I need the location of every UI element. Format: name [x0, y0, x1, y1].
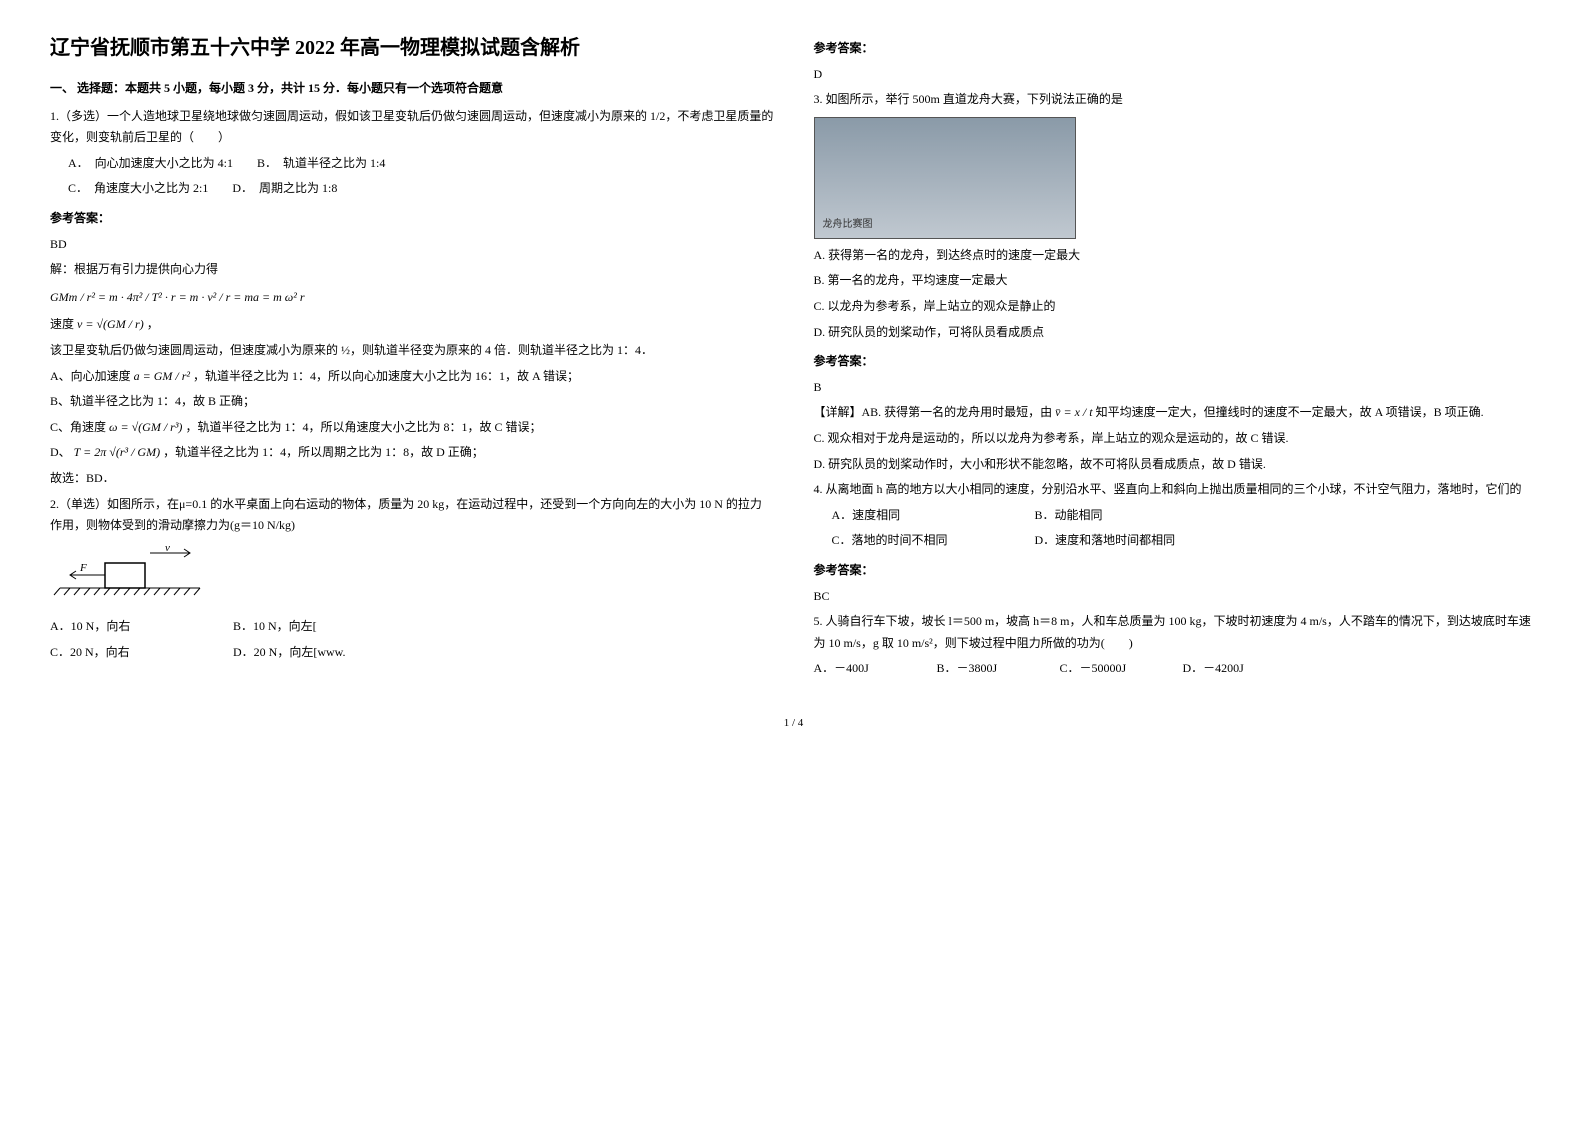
block-on-surface-icon: F v: [50, 543, 210, 603]
q1-stem: 1.（多选）一个人造地球卫星绕地球做匀速圆周运动，假如该卫星变轨后仍做匀速圆周运…: [50, 106, 774, 149]
q4-opts-row1: A．速度相同 B．动能相同: [832, 505, 1538, 527]
q2-answer-label: 参考答案：: [814, 38, 1538, 60]
q3-opt-d: D. 研究队员的划桨动作，可将队员看成质点: [814, 322, 1538, 344]
q1-answer: BD: [50, 234, 774, 256]
q1-a-exp: A、向心加速度 a = GM / r² ，轨道半径之比为 1：4，所以向心加速度…: [50, 366, 774, 388]
q1-exp3: 该卫星变轨后仍做匀速圆周运动，但速度减小为原来的 ½，则轨道半径变为原来的 4 …: [50, 340, 774, 362]
q5-opt-a: A．－400J: [814, 658, 934, 680]
q5-opt-d: D．－4200J: [1183, 661, 1244, 675]
q2-diagram: F v: [50, 543, 774, 611]
doc-title: 辽宁省抚顺市第五十六中学 2022 年高一物理模拟试题含解析: [50, 30, 774, 66]
q1-a-exp-a: A、向心加速度: [50, 369, 131, 383]
q1-formula1: GMm / r² = m · 4π² / T² · r = m · v² / r…: [50, 287, 774, 309]
q4-opt-d: D．速度和落地时间都相同: [1035, 533, 1176, 547]
q1-exp2: 速度 v = √(GM / r) ，: [50, 314, 774, 336]
q3-stem: 3. 如图所示，举行 500m 直道龙舟大赛，下列说法正确的是: [814, 89, 1538, 111]
q2-opt-d: D．20 N，向左[www.: [233, 645, 346, 659]
q2-label-f: F: [79, 562, 87, 574]
q1-c-exp: C、角速度 ω = √(GM / r³) ，轨道半径之比为 1：4，所以角速度大…: [50, 417, 774, 439]
q3-opt-b: B. 第一名的龙舟，平均速度一定最大: [814, 270, 1538, 292]
q4-stem: 4. 从离地面 h 高的地方以大小相同的速度，分别沿水平、竖直向上和斜向上抛出质…: [814, 479, 1538, 501]
dragon-boat-image: [814, 117, 1076, 239]
q1-b-exp: B、轨道半径之比为 1：4，故 B 正确；: [50, 391, 774, 413]
q4-answer: BC: [814, 586, 1538, 608]
q1-c-exp-b: ，轨道半径之比为 1：4，所以角速度大小之比为 8：1，故 C 错误；: [185, 420, 541, 434]
q1-formula2: v = √(GM / r): [77, 317, 144, 331]
q5-opt-c: C．－50000J: [1060, 658, 1180, 680]
q4-opt-a: A．速度相同: [832, 505, 1032, 527]
q3-exp1a: 【详解】AB. 获得第一名的龙舟用时最短，由: [814, 405, 1053, 419]
q3-answer-label: 参考答案：: [814, 351, 1538, 373]
q2-opt-b: B．10 N，向左[: [233, 619, 317, 633]
q4-answer-label: 参考答案：: [814, 560, 1538, 582]
q3-exp1: 【详解】AB. 获得第一名的龙舟用时最短，由 v̄ = x / t 知平均速度一…: [814, 402, 1538, 424]
q1-answer-label: 参考答案：: [50, 208, 774, 230]
q3-opt-a: A. 获得第一名的龙舟，到达终点时的速度一定最大: [814, 245, 1538, 267]
q2-opt-c: C．20 N，向右: [50, 642, 230, 664]
q1-opt-c: C． 角速度大小之比为 2:1 D． 周期之比为 1:8: [68, 178, 774, 200]
q2-answer: D: [814, 64, 1538, 86]
q3-opt-c: C. 以龙舟为参考系，岸上站立的观众是静止的: [814, 296, 1538, 318]
page-number: 1 / 4: [50, 714, 1537, 734]
q5-opt-b: B．－3800J: [937, 658, 1057, 680]
q5-opts: A．－400J B．－3800J C．－50000J D．－4200J: [814, 658, 1538, 680]
section-a-head: 一、 选择题：本题共 5 小题，每小题 3 分，共计 15 分．每小题只有一个选…: [50, 78, 774, 100]
q1-a-exp-f: a = GM / r²: [134, 369, 190, 383]
q3-exp1b: 知平均速度一定大，但撞线时的速度不一定最大，故 A 项错误，B 项正确.: [1096, 405, 1484, 419]
q2-opt-a: A．10 N，向右: [50, 616, 230, 638]
left-column: 辽宁省抚顺市第五十六中学 2022 年高一物理模拟试题含解析 一、 选择题：本题…: [50, 30, 774, 684]
q2-opts-row2: C．20 N，向右 D．20 N，向左[www.: [50, 642, 774, 664]
q1-a-exp-b: ，轨道半径之比为 1：4，所以向心加速度大小之比为 16：1，故 A 错误；: [193, 369, 579, 383]
q3-answer: B: [814, 377, 1538, 399]
q2-opts-row1: A．10 N，向右 B．10 N，向左[: [50, 616, 774, 638]
q2-stem: 2.（单选）如图所示，在μ=0.1 的水平桌面上向右运动的物体，质量为 20 k…: [50, 494, 774, 537]
q3-exp2: C. 观众相对于龙舟是运动的，所以以龙舟为参考系，岸上站立的观众是运动的，故 C…: [814, 428, 1538, 450]
q1-final: 故选：BD．: [50, 468, 774, 490]
right-column: 参考答案： D 3. 如图所示，举行 500m 直道龙舟大赛，下列说法正确的是 …: [814, 30, 1538, 684]
q5-stem: 5. 人骑自行车下坡，坡长 l＝500 m，坡高 h＝8 m，人和车总质量为 1…: [814, 611, 1538, 654]
q4-opt-c: C．落地的时间不相同: [832, 530, 1032, 552]
q1-d-exp: D、 T = 2π √(r³ / GM) ，轨道半径之比为 1：4，所以周期之比…: [50, 442, 774, 464]
q1-opt-a: A． 向心加速度大小之比为 4:1 B． 轨道半径之比为 1:4: [68, 153, 774, 175]
q4-opts-row2: C．落地的时间不相同 D．速度和落地时间都相同: [832, 530, 1538, 552]
q1-d-exp-a: D、: [50, 445, 71, 459]
q3-exp3: D. 研究队员的划桨动作时，大小和形状不能忽略，故不可将队员看成质点，故 D 错…: [814, 454, 1538, 476]
q1-d-exp-b: ，轨道半径之比为 1：4，所以周期之比为 1：8，故 D 正确；: [163, 445, 484, 459]
q1-exp2b: ，: [147, 317, 159, 331]
q1-exp2a: 速度: [50, 317, 74, 331]
q1-exp1: 解：根据万有引力提供向心力得: [50, 259, 774, 281]
q1-d-exp-f: T = 2π √(r³ / GM): [74, 445, 160, 459]
q1-c-exp-a: C、角速度: [50, 420, 106, 434]
q2-label-v: v: [165, 543, 170, 554]
q4-opt-b: B．动能相同: [1035, 508, 1103, 522]
q1-c-exp-f: ω = √(GM / r³): [109, 420, 182, 434]
q3-exp1f: v̄ = x / t: [1055, 405, 1092, 419]
